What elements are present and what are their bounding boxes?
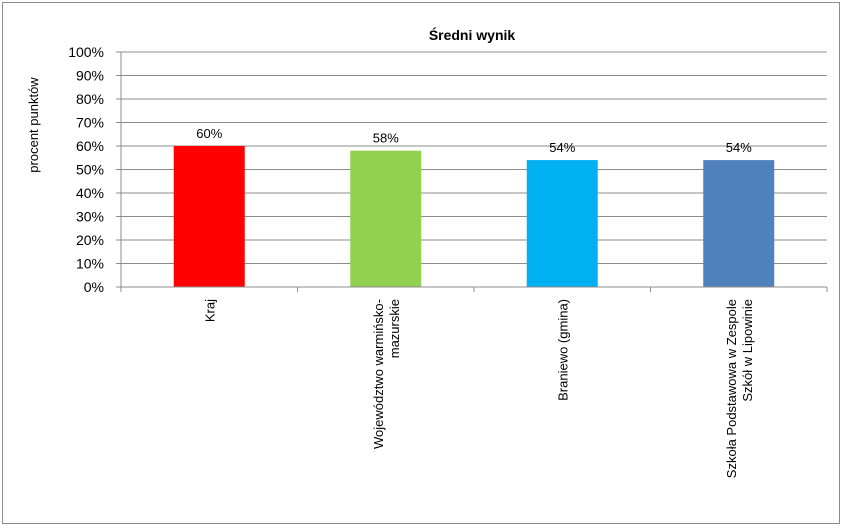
y-tick-label: 60% <box>76 138 104 154</box>
category-label: Braniewo (gmina) <box>555 299 570 401</box>
bar <box>526 160 598 287</box>
chart-title: Średni wynik <box>429 26 516 43</box>
data-label: 54% <box>726 140 752 155</box>
data-label: 54% <box>549 140 575 155</box>
y-tick-label: 50% <box>76 162 104 178</box>
y-tick-label: 0% <box>84 279 104 295</box>
category-label: Województwo warmińsko-mazurskie <box>371 299 402 449</box>
bar <box>703 160 775 287</box>
y-tick-labels: 0% 10% 20% 30% 40% 50% 60% 70% 80% 90% 100% <box>68 44 104 295</box>
data-label: 58% <box>373 131 399 146</box>
y-tick-label: 40% <box>76 185 104 201</box>
bars <box>173 146 775 287</box>
y-tick-label: 10% <box>76 256 104 272</box>
y-tick-label: 100% <box>68 44 104 60</box>
y-tick-label: 30% <box>76 209 104 225</box>
data-label: 60% <box>196 126 222 141</box>
data-labels: 60% 58% 54% 54% <box>196 126 752 155</box>
bar <box>173 146 245 287</box>
category-labels: Kraj Województwo warmińsko-mazurskie Brani… <box>202 299 755 478</box>
y-axis-label: procent punktów <box>26 77 41 173</box>
category-label: Kraj <box>202 299 217 322</box>
y-tick-label: 20% <box>76 232 104 248</box>
bar <box>350 150 422 287</box>
y-tick-label: 80% <box>76 91 104 107</box>
y-tick-label: 70% <box>76 115 104 131</box>
axes <box>116 51 828 292</box>
y-tick-label: 90% <box>76 68 104 84</box>
category-label: Szkoła Podstawowa w ZespoleSzkół w Lipow… <box>724 299 755 478</box>
